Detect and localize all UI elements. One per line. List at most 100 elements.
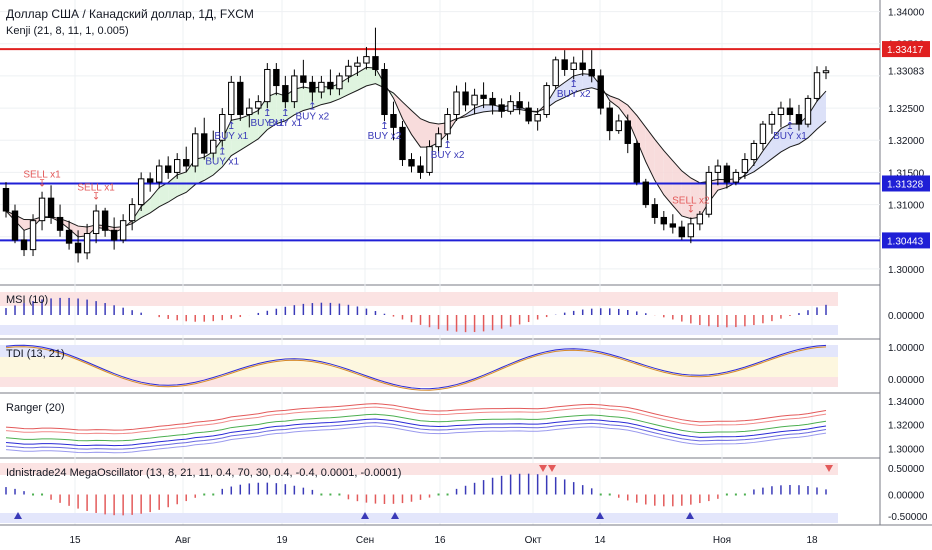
candle-body[interactable]: [417, 165, 424, 173]
candle-body[interactable]: [38, 197, 46, 222]
candle-body[interactable]: [110, 229, 118, 241]
level-price-badge[interactable]: [882, 232, 930, 249]
candle-body[interactable]: [507, 101, 514, 112]
candle-body[interactable]: [56, 216, 64, 231]
candle-body[interactable]: [237, 81, 244, 116]
candle-body[interactable]: [201, 133, 208, 154]
candle-body[interactable]: [543, 85, 550, 116]
candle-body[interactable]: [183, 159, 190, 167]
candle-body[interactable]: [462, 91, 469, 106]
candle-body[interactable]: [228, 81, 235, 116]
candle-body[interactable]: [47, 197, 55, 218]
candle-body[interactable]: [128, 204, 136, 222]
candle-body[interactable]: [399, 126, 406, 161]
candle-body[interactable]: [74, 242, 82, 254]
candle-body[interactable]: [471, 94, 478, 106]
candle-body[interactable]: [534, 114, 541, 122]
candle-body[interactable]: [435, 133, 442, 148]
candle-body[interactable]: [155, 165, 163, 183]
candle-body[interactable]: [164, 165, 172, 173]
candle-body[interactable]: [678, 226, 686, 238]
candle-body[interactable]: [696, 213, 704, 225]
candle-body[interactable]: [219, 114, 226, 141]
candle-body[interactable]: [65, 229, 73, 244]
candle-body[interactable]: [453, 91, 460, 116]
candle-body[interactable]: [11, 210, 19, 241]
candle-body[interactable]: [660, 216, 668, 225]
candle-body[interactable]: [363, 56, 370, 64]
candle-body[interactable]: [381, 68, 388, 116]
candle-body[interactable]: [597, 75, 604, 109]
candle-body[interactable]: [606, 107, 613, 132]
candle-body[interactable]: [426, 146, 433, 173]
price-axis[interactable]: 1.340001.335001.325001.320001.315001.310…: [882, 8, 930, 523]
candle-body[interactable]: [750, 142, 758, 161]
candle-body[interactable]: [354, 62, 361, 67]
candle-body[interactable]: [768, 114, 776, 125]
candle-body[interactable]: [174, 159, 181, 173]
candle-body[interactable]: [318, 81, 325, 93]
candle-body[interactable]: [615, 120, 622, 132]
candle-body[interactable]: [669, 223, 677, 228]
level-price-badge[interactable]: [882, 41, 930, 58]
candle-body[interactable]: [633, 142, 640, 183]
candle-body[interactable]: [408, 159, 415, 167]
candle-body[interactable]: [119, 220, 127, 241]
candle-body[interactable]: [390, 114, 397, 128]
candle-body[interactable]: [146, 178, 154, 183]
buy-triangle-icon: [686, 512, 694, 519]
candle-body[interactable]: [273, 68, 280, 87]
candle-body[interactable]: [498, 104, 505, 112]
level-price-badge[interactable]: [882, 175, 930, 192]
candle-body[interactable]: [282, 85, 289, 103]
candle-body[interactable]: [723, 165, 731, 183]
candle-body[interactable]: [714, 165, 722, 173]
candle-body[interactable]: [561, 59, 568, 70]
candle-body[interactable]: [786, 107, 794, 116]
candle-body[interactable]: [804, 97, 812, 125]
candle-body[interactable]: [741, 159, 749, 173]
candle-body[interactable]: [327, 81, 334, 90]
candle-body[interactable]: [444, 114, 451, 135]
candle-body[interactable]: [336, 75, 343, 90]
candle-body[interactable]: [210, 139, 217, 154]
candle-body[interactable]: [372, 56, 379, 70]
candle-body[interactable]: [579, 62, 586, 70]
candle-body[interactable]: [624, 120, 631, 144]
candle-body[interactable]: [732, 171, 740, 183]
kenji-band-segment: [807, 101, 817, 138]
candle-body[interactable]: [813, 72, 821, 99]
candle-body[interactable]: [300, 75, 307, 83]
candle-body[interactable]: [822, 70, 830, 74]
candle-body[interactable]: [246, 107, 253, 116]
candle-body[interactable]: [687, 223, 695, 238]
candle-body[interactable]: [516, 101, 523, 109]
candle-body[interactable]: [192, 133, 199, 167]
candle-body[interactable]: [489, 97, 496, 106]
candle-body[interactable]: [92, 210, 100, 235]
main-price-pane[interactable]: SELL x1↧ SELL x1↧BUY x1↥BUY x1↥ BUY x1↥BUY…: [0, 27, 880, 263]
candle-body[interactable]: [345, 65, 352, 77]
time-axis[interactable]: 15 Авг 19 Сен 16 Окт 14 Ноя 18: [0, 524, 932, 546]
candle-body[interactable]: [309, 81, 316, 93]
candle-body[interactable]: [2, 187, 10, 212]
candle-body[interactable]: [83, 233, 91, 254]
candle-body[interactable]: [759, 123, 767, 144]
candle-body[interactable]: [642, 181, 649, 206]
candle-body[interactable]: [777, 107, 785, 116]
candle-body[interactable]: [137, 178, 145, 206]
candle-body[interactable]: [264, 68, 271, 103]
candle-body[interactable]: [291, 75, 298, 103]
candle-body[interactable]: [101, 210, 109, 231]
candle-body[interactable]: [570, 62, 577, 70]
candle-body[interactable]: [29, 220, 37, 251]
candle-body[interactable]: [552, 59, 559, 87]
candle-body[interactable]: [480, 94, 487, 99]
candle-body[interactable]: [588, 68, 595, 77]
candle-body[interactable]: [255, 101, 262, 109]
candle-body[interactable]: [525, 107, 532, 122]
candle-body[interactable]: [20, 239, 28, 251]
candle-body[interactable]: [795, 114, 803, 125]
candle-body[interactable]: [705, 171, 713, 215]
candle-body[interactable]: [651, 204, 658, 218]
